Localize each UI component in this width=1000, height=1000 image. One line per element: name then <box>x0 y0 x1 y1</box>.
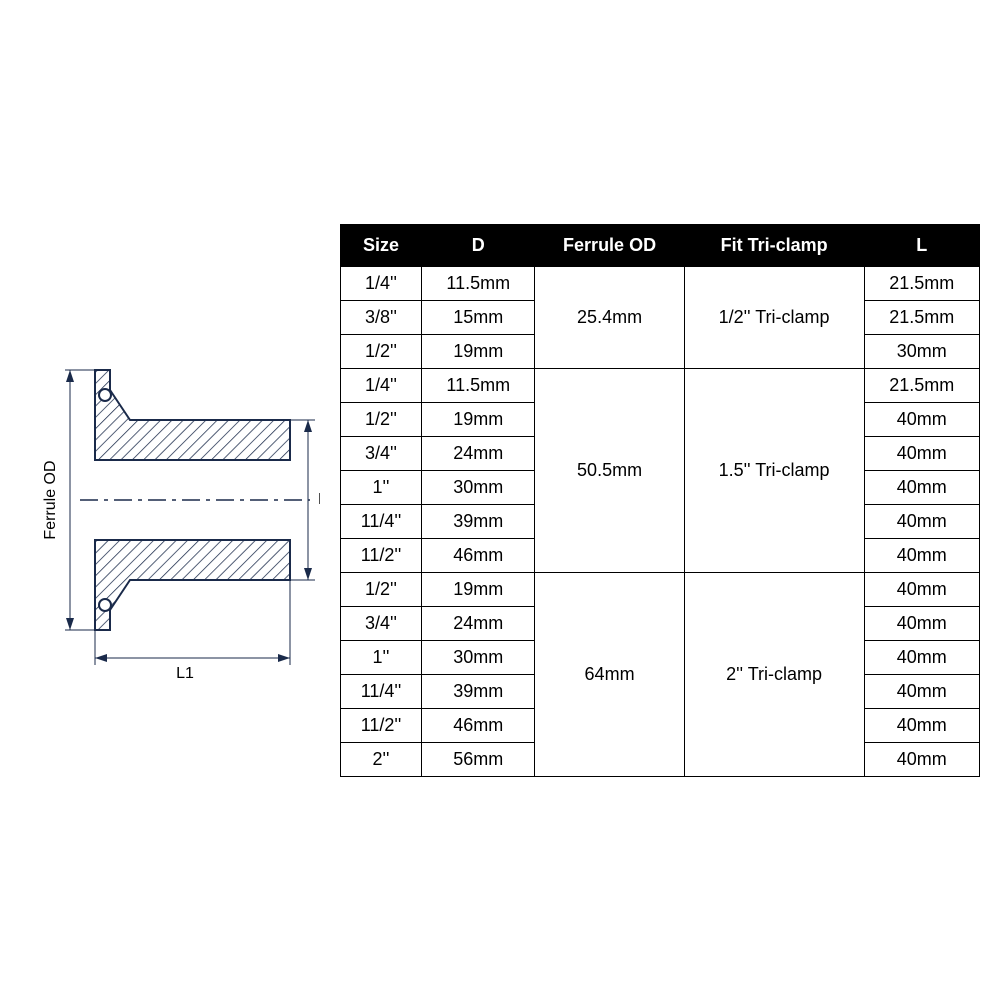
cell-d: 24mm <box>421 606 535 640</box>
col-ferrule: Ferrule OD <box>535 224 684 266</box>
cell-d: 11.5mm <box>421 266 535 300</box>
cell-size: 11/4'' <box>341 674 422 708</box>
cell-d: 11.5mm <box>421 368 535 402</box>
col-size: Size <box>341 224 422 266</box>
cell-l: 21.5mm <box>864 300 979 334</box>
cell-l: 21.5mm <box>864 368 979 402</box>
cell-size: 1'' <box>341 640 422 674</box>
cell-d: 24mm <box>421 436 535 470</box>
cell-size: 1/2'' <box>341 572 422 606</box>
table-row: 1/4''11.5mm25.4mm1/2'' Tri-clamp21.5mm <box>341 266 980 300</box>
cell-l: 40mm <box>864 708 979 742</box>
cell-size: 11/2'' <box>341 538 422 572</box>
cell-l: 40mm <box>864 674 979 708</box>
cell-size: 3/4'' <box>341 606 422 640</box>
cell-l: 40mm <box>864 470 979 504</box>
table-row: 1/2''19mm64mm2'' Tri-clamp40mm <box>341 572 980 606</box>
cell-l: 40mm <box>864 538 979 572</box>
cell-size: 3/8'' <box>341 300 422 334</box>
col-l: L <box>864 224 979 266</box>
cell-d: 56mm <box>421 742 535 776</box>
table-header-row: Size D Ferrule OD Fit Tri-clamp L <box>341 224 980 266</box>
cell-d: 19mm <box>421 402 535 436</box>
cell-l: 30mm <box>864 334 979 368</box>
cell-size: 11/4'' <box>341 504 422 538</box>
cell-size: 2'' <box>341 742 422 776</box>
cell-size: 1/4'' <box>341 266 422 300</box>
cell-size: 11/2'' <box>341 708 422 742</box>
cell-size: 1/2'' <box>341 334 422 368</box>
cell-d: 46mm <box>421 708 535 742</box>
ferrule-diagram: Ferrule OD D L1 <box>20 300 320 700</box>
cell-l: 40mm <box>864 504 979 538</box>
cell-d: 19mm <box>421 572 535 606</box>
cell-d: 39mm <box>421 674 535 708</box>
spec-table: Size D Ferrule OD Fit Tri-clamp L 1/4''1… <box>340 224 980 777</box>
label-ferrule-od: Ferrule OD <box>42 460 59 539</box>
spec-table-wrap: Size D Ferrule OD Fit Tri-clamp L 1/4''1… <box>320 224 980 777</box>
col-d: D <box>421 224 535 266</box>
cell-size: 1'' <box>341 470 422 504</box>
cell-l: 40mm <box>864 640 979 674</box>
cell-ferrule-od: 50.5mm <box>535 368 684 572</box>
cell-l: 40mm <box>864 742 979 776</box>
cell-d: 15mm <box>421 300 535 334</box>
cell-d: 19mm <box>421 334 535 368</box>
cell-d: 46mm <box>421 538 535 572</box>
cell-l: 40mm <box>864 572 979 606</box>
cell-d: 30mm <box>421 640 535 674</box>
cell-size: 1/4'' <box>341 368 422 402</box>
cell-size: 1/2'' <box>341 402 422 436</box>
cell-l: 40mm <box>864 436 979 470</box>
cell-l: 40mm <box>864 606 979 640</box>
cell-d: 39mm <box>421 504 535 538</box>
cell-fit: 1.5'' Tri-clamp <box>684 368 864 572</box>
cell-l: 40mm <box>864 402 979 436</box>
col-fit: Fit Tri-clamp <box>684 224 864 266</box>
cell-ferrule-od: 25.4mm <box>535 266 684 368</box>
cell-fit: 1/2'' Tri-clamp <box>684 266 864 368</box>
cell-d: 30mm <box>421 470 535 504</box>
table-row: 1/4''11.5mm50.5mm1.5'' Tri-clamp21.5mm <box>341 368 980 402</box>
cell-fit: 2'' Tri-clamp <box>684 572 864 776</box>
cell-size: 3/4'' <box>341 436 422 470</box>
cell-ferrule-od: 64mm <box>535 572 684 776</box>
label-d: D <box>318 491 320 508</box>
cell-l: 21.5mm <box>864 266 979 300</box>
label-l1: L1 <box>176 665 194 682</box>
